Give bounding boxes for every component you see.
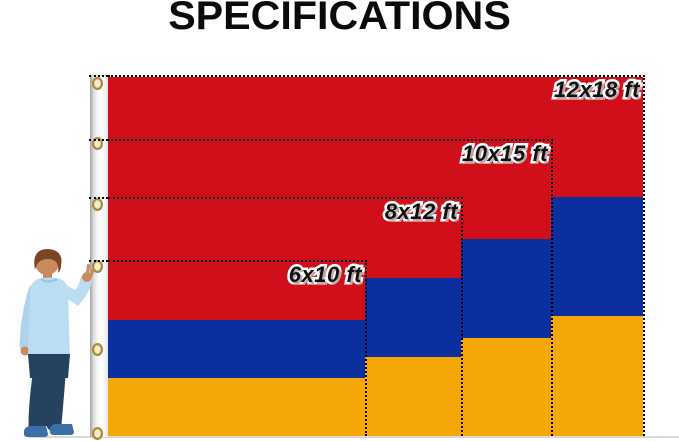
person-hair	[34, 249, 62, 273]
dotted-border-extension	[89, 75, 108, 77]
grommet-icon	[92, 198, 103, 211]
dotted-border-extension	[89, 260, 108, 262]
grommet-icon	[92, 343, 103, 356]
dotted-border-extension	[89, 139, 108, 141]
page-title: SPECIFICATIONS	[168, 0, 511, 38]
flag-size-label-12x18: 12x18 ft	[552, 75, 642, 105]
person-shoe	[49, 424, 74, 435]
person-leg	[28, 368, 48, 434]
person-shirt	[28, 277, 70, 358]
ground-line	[28, 436, 679, 438]
stripe-blue	[108, 320, 365, 378]
person-collar	[40, 277, 58, 283]
stripe-orange	[108, 378, 365, 436]
person-illustration	[19, 249, 95, 437]
person-left-hand	[20, 346, 30, 356]
grommet-icon	[92, 137, 103, 150]
person-neck	[43, 272, 52, 281]
flag-6x10: 6x10 ft	[89, 260, 367, 436]
flag-size-label-10x15: 10x15 ft	[460, 139, 550, 169]
person-finger	[90, 267, 95, 277]
person-shoe	[23, 426, 48, 437]
stripe-red	[108, 262, 365, 320]
person-right-hand	[82, 272, 92, 282]
flag-size-label-8x12: 8x12 ft	[382, 197, 460, 227]
person-finger	[86, 264, 91, 275]
grommet-icon	[92, 427, 103, 440]
dotted-border-extension	[89, 197, 108, 199]
flag-size-label-6x10: 6x10 ft	[286, 260, 364, 290]
grommet-icon	[92, 77, 103, 90]
person-leg	[46, 368, 66, 432]
